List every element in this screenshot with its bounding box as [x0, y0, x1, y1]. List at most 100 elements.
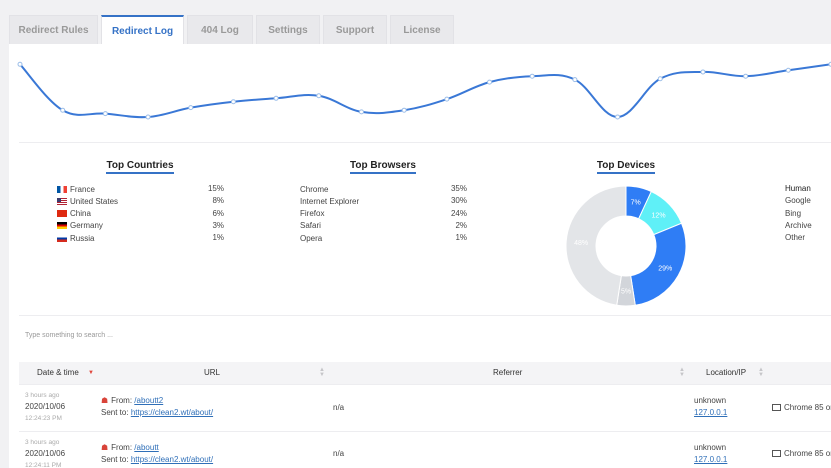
- row-time-ago: 3 hours ago: [25, 392, 60, 399]
- from-link[interactable]: /aboutt: [134, 443, 159, 452]
- data-point[interactable]: [145, 114, 151, 120]
- monitor-icon: [772, 450, 781, 457]
- header-referrer[interactable]: Referrer: [493, 368, 523, 377]
- data-point[interactable]: [700, 69, 706, 75]
- tab-settings[interactable]: Settings: [256, 15, 320, 44]
- row-date: 2020/10/06: [25, 402, 66, 411]
- donut-slice-label: 5%: [621, 289, 631, 296]
- header-url[interactable]: URL: [204, 368, 221, 377]
- from-link[interactable]: /aboutt2: [134, 396, 164, 405]
- monitor-icon: [772, 404, 781, 411]
- data-point[interactable]: [743, 73, 749, 79]
- data-point[interactable]: [273, 95, 279, 101]
- donut-slice-label: 48%: [574, 240, 588, 247]
- search-input[interactable]: Type something to search ...: [25, 332, 113, 339]
- country-item: China: [57, 208, 91, 220]
- row-referrer: n/a: [333, 449, 345, 458]
- flag-fr-icon: [57, 185, 67, 193]
- sent-to-link[interactable]: https://clean2.wt/about/: [130, 455, 214, 464]
- top-browsers-title: Top Browsers: [303, 160, 463, 174]
- browser-item: Internet Explorer: [300, 195, 359, 207]
- country-item: France: [57, 183, 95, 195]
- data-point[interactable]: [102, 111, 108, 117]
- row-location: unknown: [694, 396, 727, 405]
- header-location[interactable]: Location/IP: [706, 368, 747, 377]
- row-sent-to: Sent to: https://clean2.wt/about/: [101, 408, 214, 417]
- browser-name: Internet Explorer: [300, 196, 360, 206]
- header-date[interactable]: Date & time: [37, 368, 79, 377]
- sent-to-link[interactable]: https://clean2.wt/about/: [130, 408, 214, 417]
- bug-icon: ☗: [101, 443, 109, 452]
- country-item: Germany: [57, 220, 103, 232]
- country-name: Germany: [70, 221, 103, 231]
- country-percent: 15%: [207, 184, 224, 193]
- ip-link[interactable]: 127.0.0.1: [694, 408, 728, 417]
- tab-bar: Redirect Rules Redirect Log 404 Log Sett…: [9, 15, 457, 45]
- data-point[interactable]: [615, 114, 621, 120]
- data-point[interactable]: [444, 96, 450, 102]
- sort-icon[interactable]: ▲ ▼: [319, 367, 325, 378]
- redirect-line-chart: [17, 61, 831, 120]
- divider: [19, 315, 831, 316]
- row-location: unknown: [694, 443, 727, 452]
- row-referrer: n/a: [333, 403, 345, 412]
- tab-license[interactable]: License: [390, 15, 454, 44]
- table-header: [19, 362, 831, 384]
- device-legend-item: Human: [785, 184, 811, 193]
- device-legend-item: Google: [785, 196, 811, 206]
- country-percent: 8%: [212, 196, 224, 206]
- browser-percent: 2%: [455, 220, 467, 230]
- tab-404-log[interactable]: 404 Log: [187, 15, 253, 44]
- data-point[interactable]: [529, 73, 535, 79]
- tab-support[interactable]: Support: [323, 15, 387, 44]
- browser-item: Safari: [300, 220, 321, 232]
- country-item: Russia: [57, 232, 94, 244]
- data-point[interactable]: [358, 109, 364, 115]
- content-panel: [9, 44, 831, 468]
- data-point[interactable]: [316, 93, 322, 99]
- tab-redirect-log[interactable]: Redirect Log: [101, 15, 184, 45]
- sort-desc-icon[interactable]: ▼: [88, 370, 94, 376]
- donut-slice[interactable]: [565, 185, 627, 306]
- row-ip: 127.0.0.1: [694, 407, 727, 419]
- donut-slice-label: 7%: [631, 200, 641, 207]
- data-point[interactable]: [401, 107, 407, 113]
- flag-ru-icon: [57, 234, 67, 242]
- flag-cn-icon: [57, 210, 67, 218]
- data-point[interactable]: [188, 105, 194, 111]
- country-name: Russia: [70, 233, 95, 243]
- data-point[interactable]: [17, 61, 23, 67]
- device-legend-item: Bing: [785, 208, 802, 218]
- ip-link[interactable]: 127.0.0.1: [694, 455, 728, 464]
- sort-icon[interactable]: ▲ ▼: [758, 367, 764, 378]
- donut-slice-label: 12%: [652, 212, 666, 219]
- flag-de-icon: [57, 222, 67, 230]
- row-time: 12:24:11 PM: [25, 462, 62, 468]
- row-agent: Chrome 85 on: [772, 402, 831, 414]
- data-point[interactable]: [572, 77, 578, 83]
- browser-name: Safari: [300, 221, 321, 231]
- country-item: United States: [57, 195, 118, 207]
- donut-slice[interactable]: [630, 222, 687, 306]
- row-date: 2020/10/06: [25, 449, 66, 458]
- data-point[interactable]: [230, 99, 236, 105]
- row-from: ☗ From: /aboutt2: [101, 396, 164, 405]
- browser-name: Firefox: [300, 209, 325, 219]
- row-time-ago: 3 hours ago: [25, 439, 60, 446]
- data-point[interactable]: [487, 79, 493, 85]
- top-devices-title: Top Devices: [546, 160, 706, 174]
- country-percent: 3%: [212, 220, 224, 230]
- country-percent: 6%: [212, 208, 224, 218]
- tab-redirect-rules[interactable]: Redirect Rules: [9, 15, 98, 44]
- browser-name: Chrome: [300, 184, 329, 194]
- device-legend-item: Other: [785, 233, 806, 243]
- browser-name: Opera: [300, 233, 323, 243]
- data-point[interactable]: [785, 67, 791, 73]
- data-point[interactable]: [657, 76, 663, 82]
- data-point[interactable]: [60, 107, 66, 113]
- sort-icon[interactable]: ▲ ▼: [679, 367, 685, 378]
- browser-item: Opera: [300, 232, 322, 244]
- country-name: United States: [70, 196, 119, 206]
- browser-percent: 1%: [455, 233, 467, 243]
- row-from: ☗ From: /aboutt: [101, 443, 159, 452]
